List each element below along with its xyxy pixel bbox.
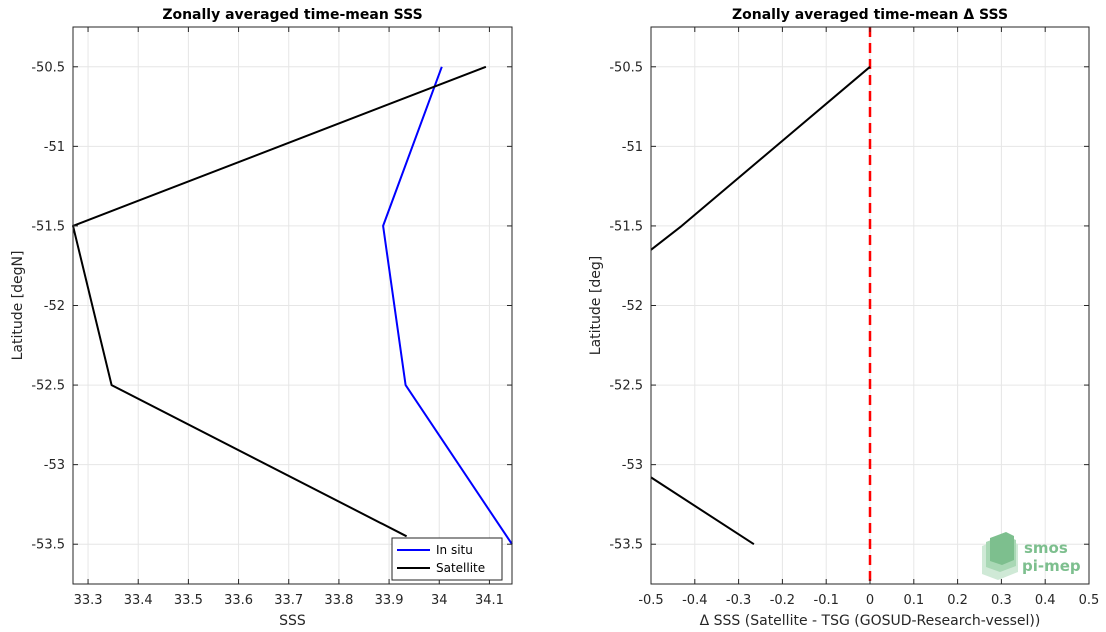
sss-series-layer — [72, 65, 513, 545]
series-line-in-situ — [382, 66, 513, 545]
sss-panel: Zonally averaged time-mean SSS SSS Latit… — [10, 7, 513, 629]
y-tick-label: -52.5 — [31, 379, 65, 394]
sss-legend: In situ Satellite — [391, 537, 503, 581]
x-tick-label: -0.4 — [682, 593, 707, 608]
logo-icon — [982, 532, 1018, 580]
delta-sss-y-axis-label: Latitude [deg] — [588, 256, 604, 355]
x-tick-label: 33.5 — [174, 593, 203, 608]
series-line-satellite — [72, 65, 487, 538]
delta-sss-x-axis-label: Δ SSS (Satellite - TSG (GOSUD-Research-v… — [700, 613, 1041, 629]
x-tick-label: 0.2 — [947, 593, 968, 608]
logo-line1: smos — [1024, 539, 1068, 557]
x-tick-label: 33.4 — [124, 593, 153, 608]
y-tick-label: -51.5 — [609, 219, 643, 234]
x-tick-label: 0.3 — [991, 593, 1012, 608]
y-tick-label: -52 — [44, 299, 65, 314]
y-tick-label: -51.5 — [31, 219, 65, 234]
sss-y-axis-label: Latitude [degN] — [10, 251, 26, 361]
x-tick-label: 33.6 — [224, 593, 253, 608]
y-tick-label: -50.5 — [31, 60, 65, 75]
delta-sss-chart-title: Zonally averaged time-mean Δ SSS — [732, 7, 1008, 23]
x-tick-label: -0.1 — [814, 593, 839, 608]
series-line-segment-1 — [650, 66, 871, 251]
x-tick-label: 33.8 — [324, 593, 353, 608]
y-tick-label: -51 — [44, 140, 65, 155]
x-tick-label: 34.1 — [475, 593, 504, 608]
y-tick-label: -52 — [622, 299, 643, 314]
delta-sss-panel: Zonally averaged time-mean Δ SSS Δ SSS (… — [588, 7, 1099, 629]
y-tick-label: -53 — [44, 458, 65, 473]
sss-grid — [73, 27, 512, 584]
legend-box — [391, 537, 503, 581]
x-tick-label: 33.7 — [274, 593, 303, 608]
y-tick-label: -53.5 — [31, 538, 65, 553]
y-tick-label: -53 — [622, 458, 643, 473]
x-tick-label: 33.9 — [375, 593, 404, 608]
y-tick-label: -53.5 — [609, 538, 643, 553]
smos-pi-mep-logo: smos pi-mep — [982, 532, 1081, 580]
x-tick-label: -0.2 — [770, 593, 795, 608]
series-line-segment-2 — [650, 476, 755, 546]
x-tick-label: 0.1 — [903, 593, 924, 608]
sss-ticks: 33.3 33.4 33.5 33.6 33.7 33.8 33.9 34 34.1 -50.5 -… — [31, 27, 512, 608]
x-tick-label: 0.5 — [1079, 593, 1100, 608]
y-tick-label: -52.5 — [609, 379, 643, 394]
legend-label-in-situ: In situ — [436, 543, 473, 557]
y-tick-label: -51 — [622, 140, 643, 155]
x-tick-label: 33.3 — [74, 593, 103, 608]
sss-x-axis-label: SSS — [279, 613, 306, 629]
x-tick-label: 0 — [866, 593, 874, 608]
x-tick-label: 34 — [431, 593, 448, 608]
sss-chart-title: Zonally averaged time-mean SSS — [162, 7, 422, 23]
x-tick-label: 0.4 — [1035, 593, 1056, 608]
legend-label-satellite: Satellite — [436, 561, 485, 575]
logo-line2: pi-mep — [1022, 557, 1081, 575]
y-tick-label: -50.5 — [609, 60, 643, 75]
x-tick-label: -0.3 — [726, 593, 751, 608]
delta-sss-ticks: -0.5 -0.4 -0.3 -0.2 -0.1 0 0.1 0.2 0.3 0.4 0.5 -50.… — [609, 27, 1099, 608]
delta-sss-series-layer — [650, 27, 872, 584]
x-tick-label: -0.5 — [638, 593, 663, 608]
